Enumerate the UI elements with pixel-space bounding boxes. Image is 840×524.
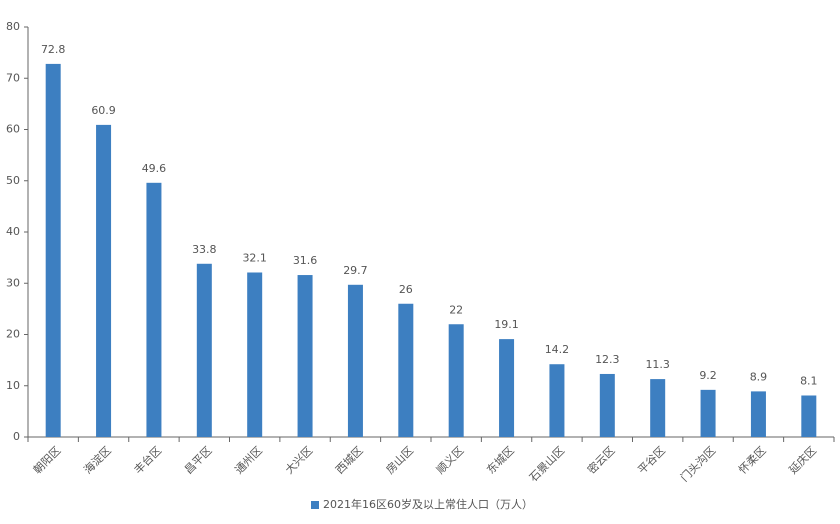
x-tick-label: 朝阳区 [31, 444, 64, 477]
x-tick-label: 延庆区 [786, 443, 819, 476]
bar [398, 303, 414, 437]
data-label: 11.3 [645, 358, 670, 371]
data-label: 8.1 [800, 374, 818, 387]
x-tick-label: 昌平区 [182, 444, 215, 477]
x-tick-label: 平谷区 [635, 444, 668, 477]
y-tick-label: 10 [6, 379, 20, 392]
bar [700, 389, 716, 437]
x-tick-label: 大兴区 [282, 443, 315, 476]
data-label: 33.8 [192, 243, 217, 256]
y-tick-label: 70 [6, 71, 20, 84]
bar [549, 364, 565, 437]
x-tick-label: 门头沟区 [677, 443, 718, 484]
data-label: 72.8 [41, 43, 66, 56]
bar [650, 379, 666, 437]
bar [297, 275, 313, 437]
bar [448, 324, 464, 437]
x-tick-label: 东城区 [484, 444, 517, 477]
x-tick-label: 房山区 [384, 444, 417, 477]
data-label: 9.2 [699, 369, 717, 382]
y-tick-label: 50 [6, 174, 20, 187]
bar [247, 272, 263, 437]
bar [146, 182, 162, 437]
bar [801, 395, 817, 437]
x-tick-label: 海淀区 [81, 443, 114, 476]
data-label: 19.1 [494, 318, 519, 331]
data-label: 49.6 [142, 162, 167, 175]
bar [45, 63, 61, 438]
y-tick-label: 60 [6, 123, 20, 136]
x-tick-label: 怀柔区 [736, 444, 769, 477]
data-label: 22 [449, 303, 463, 316]
y-tick-label: 30 [6, 276, 20, 289]
x-tick-label: 丰台区 [131, 443, 164, 476]
bar [599, 373, 615, 437]
x-tick-label: 通州区 [232, 444, 265, 477]
data-label: 12.3 [595, 353, 620, 366]
y-tick-label: 0 [13, 430, 20, 443]
x-tick-label: 密云区 [584, 443, 617, 476]
data-label: 31.6 [293, 254, 318, 267]
x-tick-label: 西城区 [333, 444, 366, 477]
legend-label: 2021年16区60岁及以上常住人口（万人） [323, 497, 533, 511]
legend-swatch [311, 501, 319, 509]
y-tick-label: 40 [6, 225, 20, 238]
bar [96, 124, 112, 437]
data-label: 32.1 [242, 251, 267, 264]
data-label: 14.2 [545, 343, 570, 356]
y-tick-label: 80 [6, 20, 20, 33]
data-label: 26 [399, 283, 413, 296]
bar [196, 263, 212, 437]
data-label: 8.9 [750, 370, 768, 383]
x-tick-label: 石景山区 [527, 444, 567, 484]
bar [750, 391, 766, 437]
data-label: 29.7 [343, 264, 368, 277]
bar [347, 284, 363, 437]
y-tick-label: 20 [6, 328, 20, 341]
x-tick-label: 顺义区 [434, 444, 467, 477]
data-label: 60.9 [91, 104, 116, 117]
bar [499, 339, 515, 437]
